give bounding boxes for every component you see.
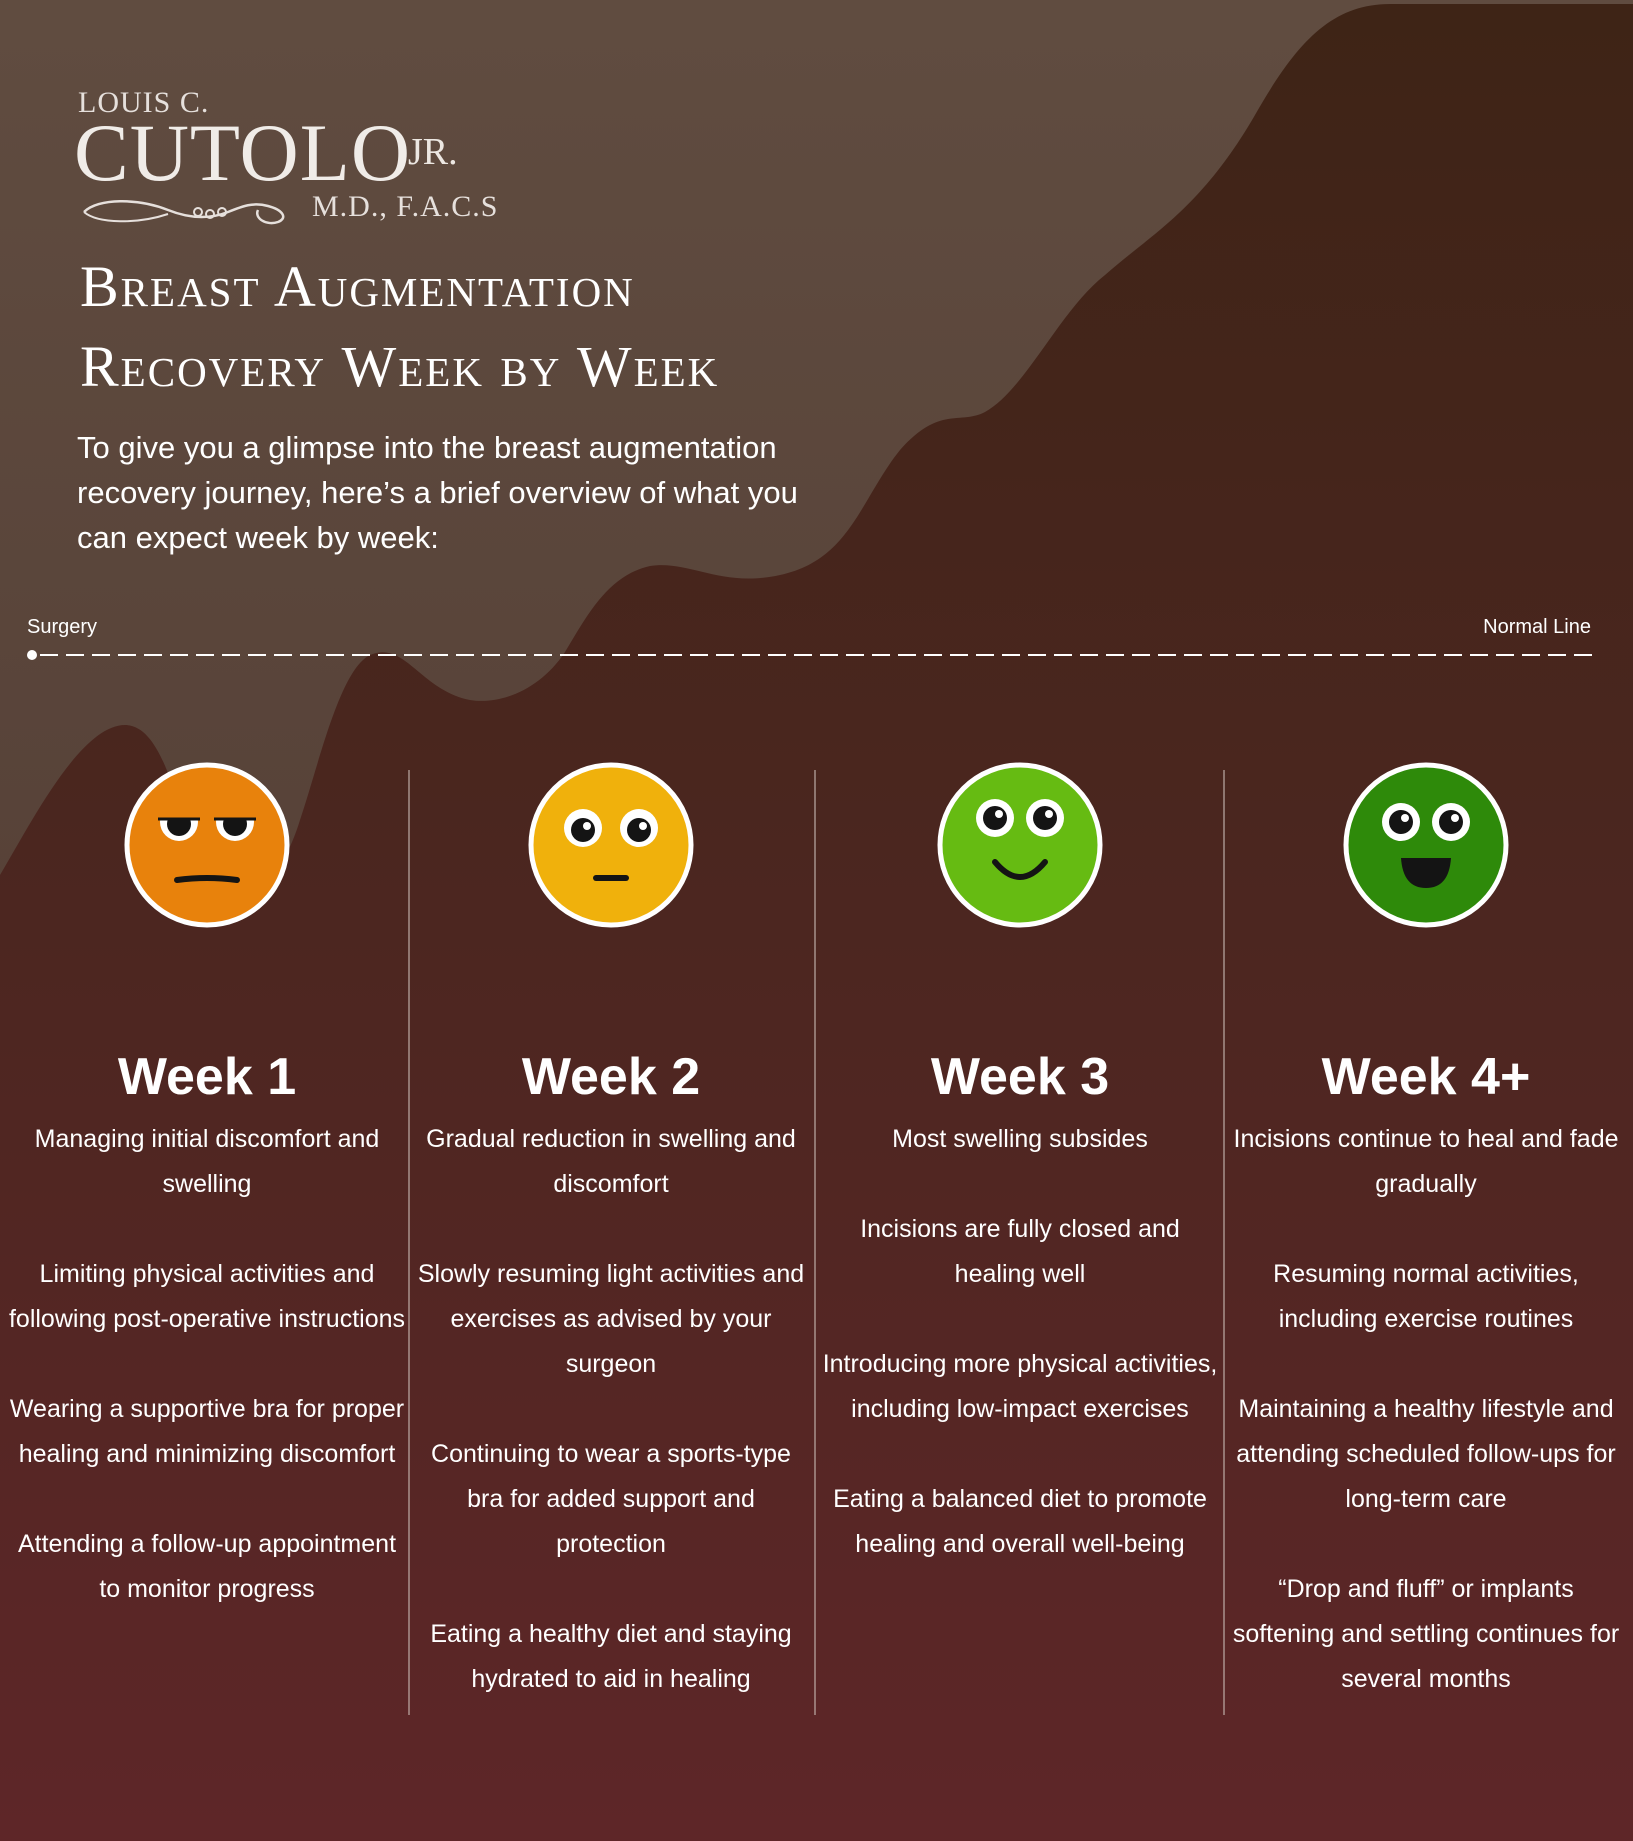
timeline-end-label: Normal Line [1483,616,1591,638]
column-divider [1223,770,1225,1715]
week-1-item: Limiting physical activities and followi… [8,1260,406,1333]
logo-last-name: CUTOLO [74,107,412,198]
unhappy-face-icon [124,762,290,928]
week-4-title: Week 4+ [1321,1048,1531,1106]
timeline-start-dot [27,650,37,660]
week-2-item: Continuing to wear a sports-type bra for… [431,1440,791,1558]
column-divider [408,770,410,1715]
week-1-title: Week 1 [117,1048,297,1106]
logo-credentials: M.D., F.A.C.S [312,190,499,223]
page-title-line2: Recovery Week by Week [80,334,720,399]
logo-first-name: LOUIS C. [78,86,210,119]
page-title-line1: Breast Augmentation [80,254,635,319]
logo-flourish-icon [83,200,285,225]
week-2-column: Week 2 Gradual reduction in swelling and… [411,760,811,1747]
week-2-item: Gradual reduction in swelling and discom… [426,1125,796,1198]
week-1-item: Attending a follow-up appointment to mon… [17,1530,397,1603]
timeline-start-label: Surgery [27,616,98,638]
week-3-column: Week 3 Most swelling subsides Incisions … [820,760,1220,1612]
week-3-item: Incisions are fully closed and healing w… [860,1215,1180,1288]
week-2-item: Slowly resuming light activities and exe… [417,1260,805,1378]
smiling-face-icon [937,762,1103,928]
week-4-item: Maintaining a healthy lifestyle and atte… [1236,1395,1616,1513]
week-2-title: Week 2 [521,1048,701,1106]
happy-face-icon [1343,762,1509,928]
week-4-item: Incisions continue to heal and fade grad… [1233,1125,1619,1198]
week-1-column: Week 1 Managing initial discomfort and s… [7,760,407,1657]
week-4-item: “Drop and fluff” or implants softening a… [1232,1575,1620,1693]
week-1-item: Wearing a supportive bra for proper heal… [9,1395,405,1468]
week-2-item: Eating a healthy diet and staying hydrat… [430,1620,792,1693]
week-4-item: Resuming normal activities, including ex… [1273,1260,1579,1333]
intro-text: To give you a glimpse into the breast au… [77,430,798,555]
week-4-column: Week 4+ Incisions continue to heal and f… [1226,760,1626,1747]
week-3-item: Most swelling subsides [892,1125,1148,1153]
week-3-title: Week 3 [930,1048,1110,1106]
timeline-line [27,650,1592,660]
logo-suffix: JR. [408,131,458,173]
week-1-item: Managing initial discomfort and swelling [34,1125,380,1198]
neutral-face-icon [528,762,694,928]
column-divider [814,770,816,1715]
week-3-item: Introducing more physical activities, in… [822,1350,1218,1423]
week-3-item: Eating a balanced diet to promote healin… [833,1485,1207,1558]
